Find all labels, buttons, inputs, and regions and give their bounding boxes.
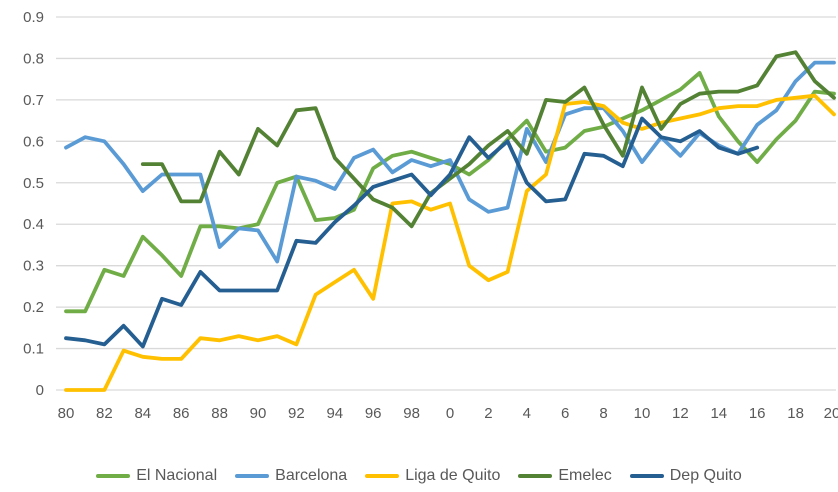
legend-label: Dep Quito [669, 467, 742, 484]
y-axis-tick-label: 0.7 [23, 92, 44, 109]
chart-legend: El Nacional Barcelona Liga de Quito Emelec D… [0, 468, 838, 484]
y-axis-tick-label: 0.4 [23, 216, 44, 233]
x-axis-tick-label: 94 [326, 405, 343, 422]
series-line-emelec [140, 50, 836, 229]
x-axis-tick-label: 84 [134, 405, 151, 422]
x-axis-tick-label: 12 [672, 405, 689, 422]
legend-item-liga-de-quito: Liga de Quito [365, 468, 500, 484]
x-axis-tick-label: 80 [58, 405, 75, 422]
y-axis-tick-label: 0.2 [23, 299, 44, 316]
y-axis-tick-label: 0.3 [23, 258, 44, 275]
x-axis-tick-label: 90 [250, 405, 267, 422]
legend-line-swatch [365, 474, 400, 478]
legend-line-swatch [518, 474, 553, 478]
legend-line-swatch [96, 474, 131, 478]
x-axis-tick-label: 92 [288, 405, 305, 422]
x-axis-tick-label: 20 [824, 405, 838, 422]
y-axis-tick-label: 0.9 [23, 9, 44, 26]
x-axis-tick-label: 2 [484, 405, 492, 422]
x-axis-tick-label: 8 [599, 405, 607, 422]
series-line-dep-quito [64, 116, 760, 349]
legend-label: Emelec [558, 467, 612, 484]
x-axis-tick-label: 86 [173, 405, 190, 422]
x-axis-tick-label: 98 [403, 405, 420, 422]
y-axis-tick-label: 0 [36, 382, 44, 399]
legend-label: El Nacional [136, 467, 218, 484]
x-axis-tick-label: 4 [523, 405, 531, 422]
y-axis-tick-label: 0.1 [23, 341, 44, 358]
x-axis-tick-label: 14 [710, 405, 727, 422]
x-axis-tick-label: 88 [211, 405, 228, 422]
legend-item-emelec: Emelec [518, 467, 612, 484]
x-axis-tick-label: 0 [446, 405, 454, 422]
x-axis-tick-label: 96 [365, 405, 382, 422]
legend-label: Liga de Quito [405, 467, 501, 484]
x-axis-tick-label: 18 [787, 405, 804, 422]
y-axis-tick-label: 0.8 [23, 50, 44, 67]
legend-line-swatch [629, 474, 664, 478]
series-line-liga-de-quito [64, 93, 836, 392]
x-axis-tick-label: 16 [749, 405, 766, 422]
x-axis-tick-label: 82 [96, 405, 113, 422]
legend-item-dep-quito: Dep Quito [629, 467, 742, 484]
y-axis-tick-label: 0.5 [23, 175, 44, 192]
x-axis-tick-label: 6 [561, 405, 569, 422]
legend-label: Barcelona [275, 467, 348, 484]
y-axis-tick-label: 0.6 [23, 133, 44, 150]
x-axis-tick-label: 10 [634, 405, 651, 422]
legend-line-swatch [235, 474, 270, 478]
legend-item-el-nacional: El Nacional [96, 468, 217, 484]
legend-item-barcelona: Barcelona [235, 468, 347, 484]
